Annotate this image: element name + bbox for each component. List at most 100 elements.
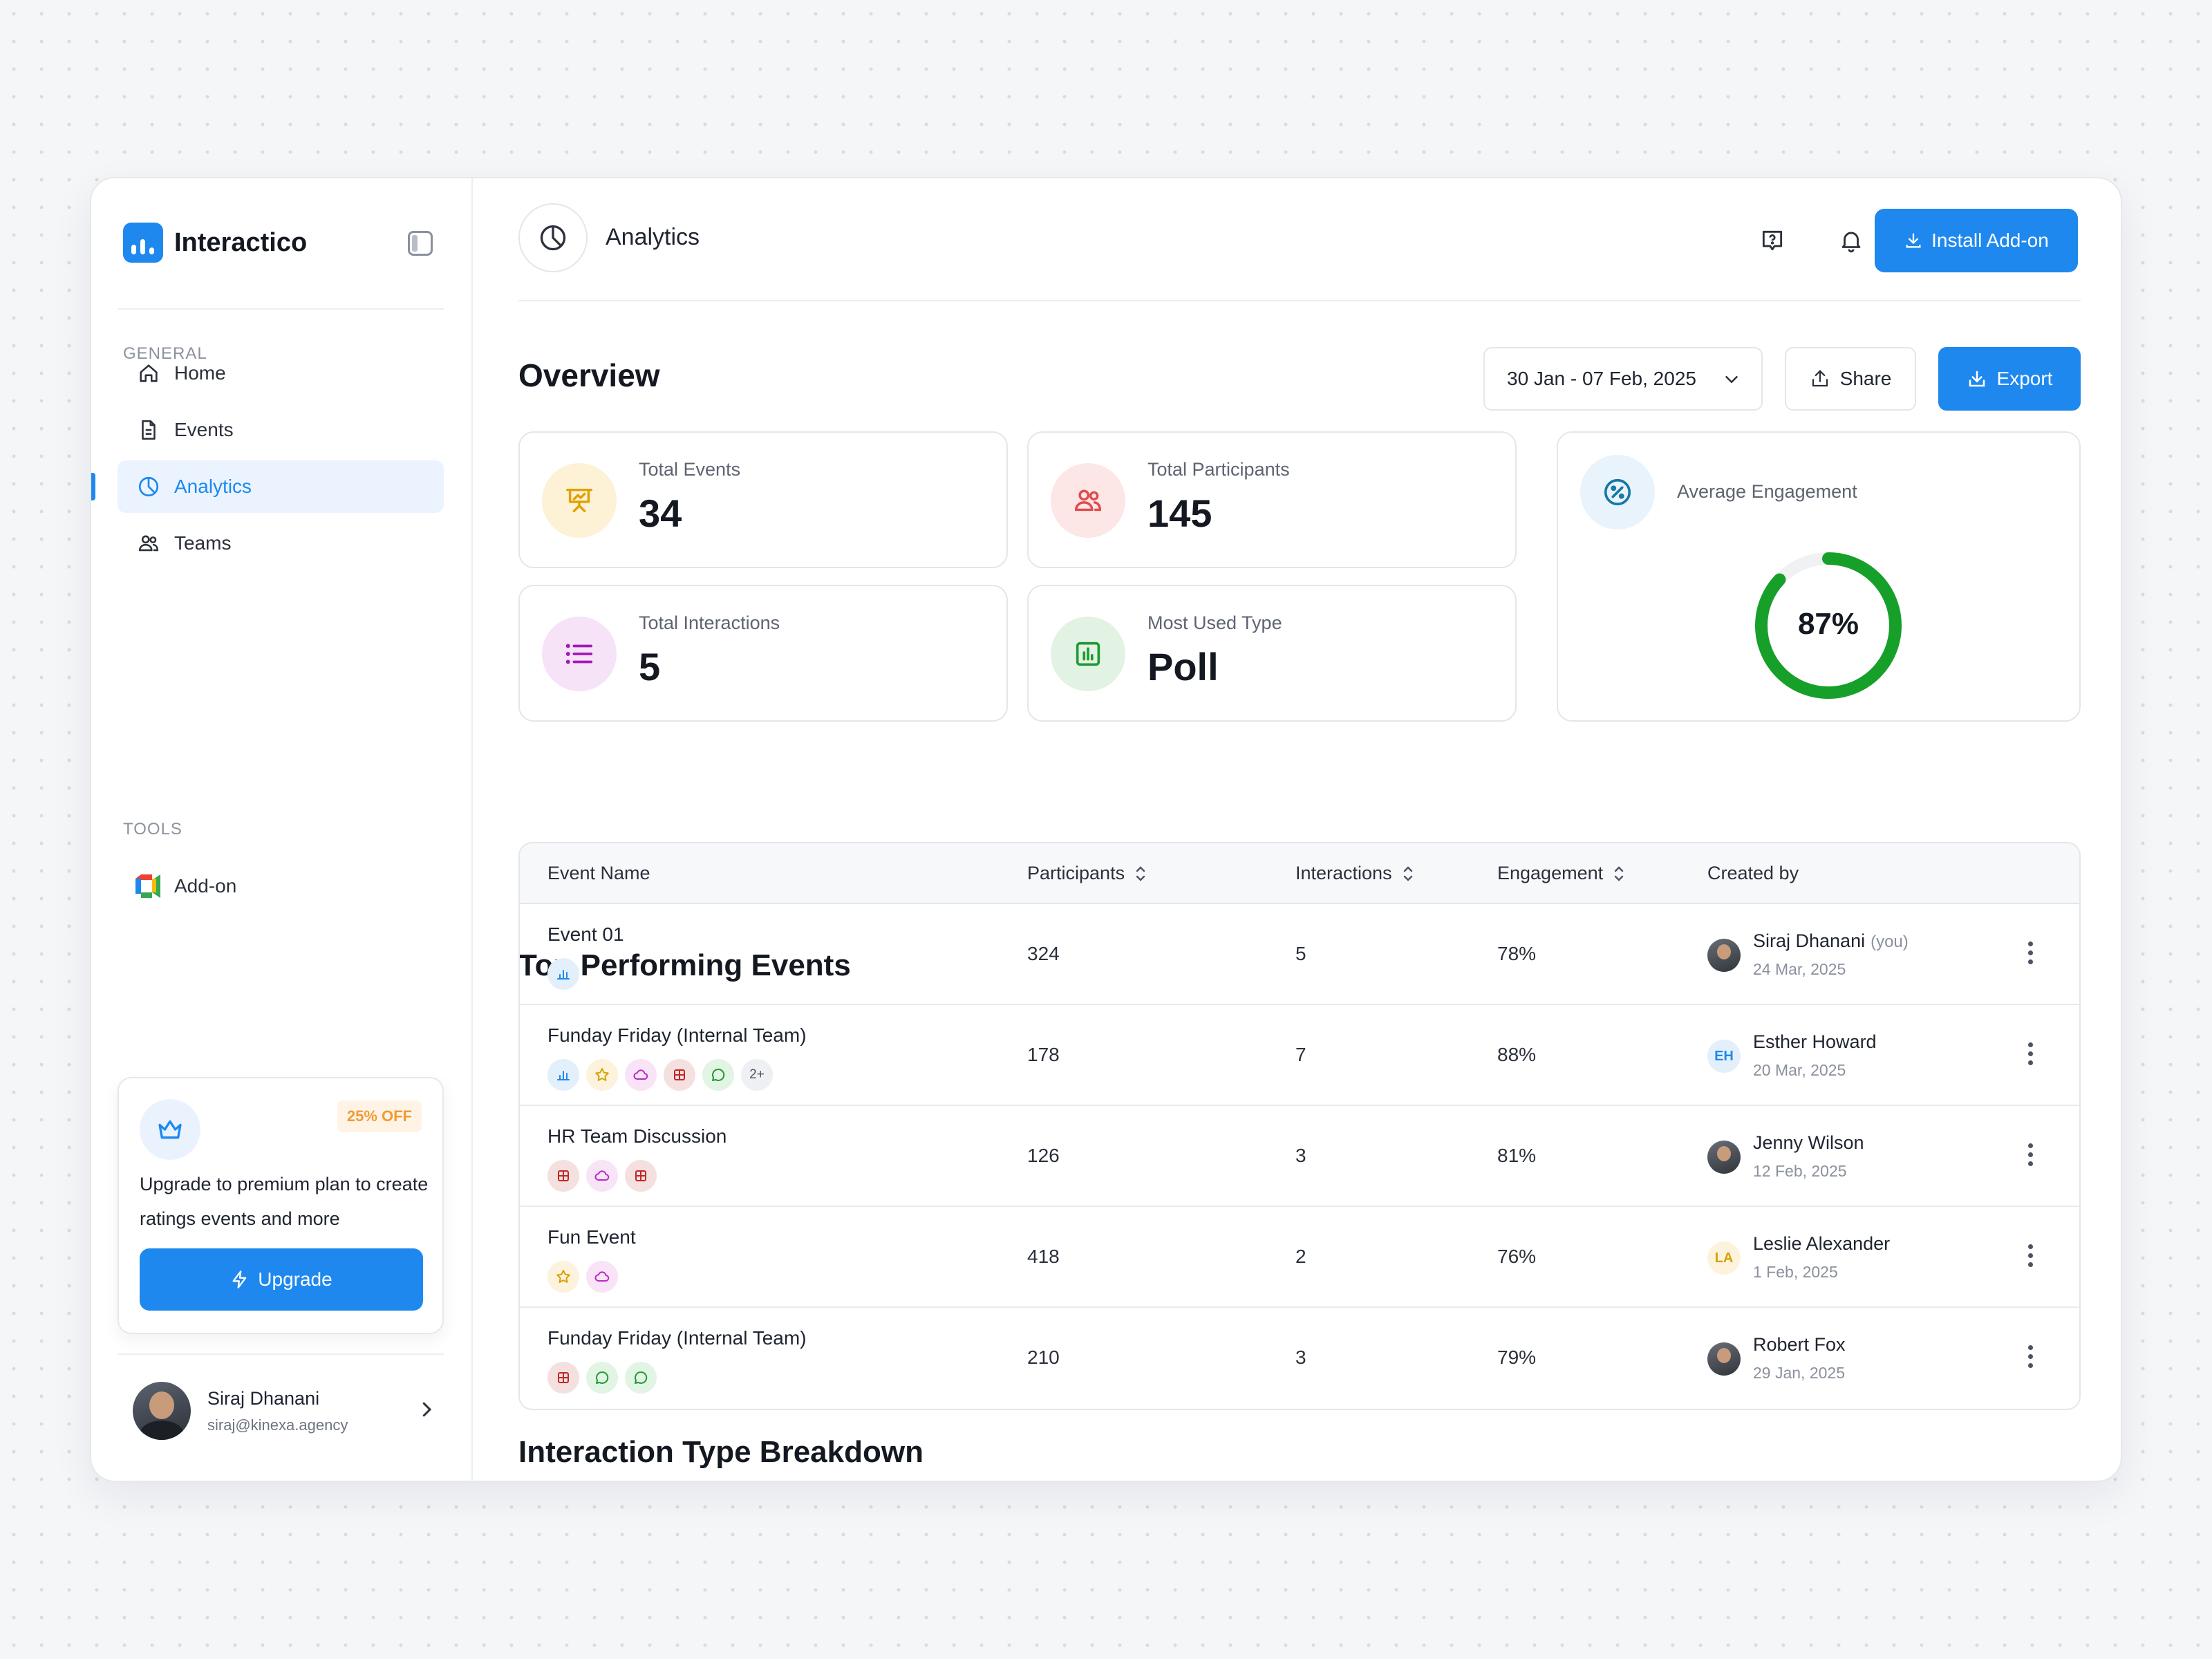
interaction-types bbox=[547, 1362, 657, 1394]
created-date: 20 Mar, 2025 bbox=[1753, 1061, 1846, 1079]
header-divider bbox=[518, 300, 2081, 301]
table-row[interactable]: HR Team Discussion 126 3 81% Jenny Wilson 12 … bbox=[520, 1106, 2079, 1207]
meet-addon-icon bbox=[135, 873, 162, 899]
creator-name: Siraj Dhanani bbox=[1753, 930, 1866, 951]
avatar: EH bbox=[1707, 1040, 1741, 1073]
main-content: Analytics Install Add-on Overview 30 Jan… bbox=[473, 178, 2121, 1481]
more-vertical-icon[interactable] bbox=[2028, 1244, 2034, 1272]
sidebar-collapse-icon[interactable] bbox=[408, 231, 433, 256]
more-vertical-icon[interactable] bbox=[2028, 1345, 2034, 1373]
more-vertical-icon[interactable] bbox=[2028, 1143, 2034, 1171]
table-row[interactable]: Fun Event 418 2 76% LA Leslie Alexander 1 Feb,… bbox=[520, 1207, 2079, 1308]
crown-icon bbox=[140, 1099, 200, 1160]
stat-label: Total Events bbox=[639, 459, 741, 480]
sidebar-item-analytics[interactable]: Analytics bbox=[118, 460, 444, 513]
user-profile[interactable]: Siraj Dhanani siraj@kinexa.agency bbox=[133, 1380, 437, 1442]
event-name[interactable]: Funday Friday (Internal Team) bbox=[547, 1024, 807, 1046]
interaction-types bbox=[547, 1160, 657, 1192]
more-vertical-icon[interactable] bbox=[2028, 941, 2034, 969]
stat-value: 5 bbox=[639, 645, 661, 688]
sort-icon bbox=[1136, 865, 1145, 881]
sort-icon bbox=[1614, 865, 1624, 881]
stat-card-total-participants: Total Participants 145 bbox=[1027, 431, 1517, 568]
avatar bbox=[133, 1382, 191, 1440]
creator-name: Leslie Alexander bbox=[1753, 1233, 1891, 1254]
install-add-on-button[interactable]: Install Add-on bbox=[1875, 209, 2078, 272]
column-header-event-name: Event Name bbox=[547, 863, 650, 883]
export-button[interactable]: Export bbox=[1938, 347, 2081, 411]
engagement-label: Average Engagement bbox=[1677, 481, 1857, 502]
chevron-down-icon bbox=[1721, 369, 1742, 395]
cloud-icon bbox=[586, 1160, 618, 1192]
user-name: Siraj Dhanani bbox=[207, 1387, 320, 1409]
export-label: Export bbox=[1996, 368, 2053, 389]
list-icon bbox=[542, 617, 617, 691]
event-name[interactable]: Funday Friday (Internal Team) bbox=[547, 1327, 807, 1349]
poll-icon bbox=[547, 1059, 579, 1091]
cloud-icon bbox=[625, 1059, 657, 1091]
date-range-picker[interactable]: 30 Jan - 07 Feb, 2025 bbox=[1483, 347, 1763, 411]
quiz-icon bbox=[547, 1160, 579, 1192]
table-row[interactable]: Funday Friday (Internal Team) 210 3 79% Robe… bbox=[520, 1308, 2079, 1409]
table-row[interactable]: Funday Friday (Internal Team) 2+ 178 7 88% EH… bbox=[520, 1005, 2079, 1106]
stat-label: Total Interactions bbox=[639, 612, 780, 633]
creator: Siraj Dhanani (you) 24 Mar, 2025 bbox=[1707, 930, 1909, 979]
interaction-types: 2+ bbox=[547, 1059, 773, 1091]
share-icon bbox=[1812, 370, 1828, 387]
help-icon[interactable] bbox=[1759, 227, 1786, 254]
app-name: Interactico bbox=[174, 227, 308, 257]
column-header-interactions[interactable]: Interactions bbox=[1295, 863, 1416, 884]
sidebar-item-label: Teams bbox=[174, 532, 232, 554]
quiz-icon bbox=[664, 1059, 695, 1091]
event-name[interactable]: HR Team Discussion bbox=[547, 1125, 727, 1147]
participants-cell: 324 bbox=[1027, 943, 1060, 964]
you-label: (you) bbox=[1871, 932, 1909, 951]
event-name[interactable]: Event 01 bbox=[547, 924, 624, 945]
sidebar-item-events[interactable]: Events bbox=[118, 404, 444, 456]
stat-value: Poll bbox=[1147, 645, 1219, 688]
participants-cell: 178 bbox=[1027, 1044, 1060, 1065]
sidebar-item-add-on[interactable]: Add-on bbox=[118, 860, 444, 912]
participants-cell: 210 bbox=[1027, 1347, 1060, 1368]
section-label-general: GENERAL bbox=[123, 344, 207, 363]
sort-icon bbox=[1403, 865, 1412, 881]
logo[interactable]: Interactico bbox=[123, 223, 441, 263]
sidebar-item-teams[interactable]: Teams bbox=[118, 517, 444, 570]
chat-icon bbox=[702, 1059, 734, 1091]
stat-label: Total Participants bbox=[1147, 459, 1290, 480]
download-icon bbox=[1969, 371, 1985, 387]
home-icon bbox=[135, 360, 162, 386]
logo-icon bbox=[123, 223, 163, 263]
engagement-value: 87% bbox=[1797, 607, 1859, 641]
bell-icon[interactable] bbox=[1837, 227, 1865, 254]
more-types-badge: 2+ bbox=[741, 1059, 773, 1091]
more-vertical-icon[interactable] bbox=[2028, 1042, 2034, 1070]
poll-icon bbox=[547, 958, 579, 990]
column-header-created-by: Created by bbox=[1707, 863, 1799, 883]
table-header: Event Name Participants Interactions Eng… bbox=[520, 843, 2079, 904]
sidebar-item-home[interactable]: Home bbox=[118, 347, 444, 400]
sidebar-divider bbox=[118, 1353, 444, 1355]
column-header-engagement[interactable]: Engagement bbox=[1497, 863, 1627, 884]
interaction-types bbox=[547, 958, 579, 990]
creator-name: Esther Howard bbox=[1753, 1031, 1877, 1052]
sidebar: Interactico GENERAL Home Events Analytics T… bbox=[91, 178, 473, 1481]
share-button[interactable]: Share bbox=[1785, 347, 1916, 411]
percent-icon bbox=[1580, 455, 1655, 529]
upgrade-label: Upgrade bbox=[258, 1268, 332, 1290]
stat-label: Most Used Type bbox=[1147, 612, 1282, 633]
column-header-participants[interactable]: Participants bbox=[1027, 863, 1148, 884]
upgrade-button[interactable]: Upgrade bbox=[140, 1248, 423, 1311]
document-icon bbox=[135, 417, 162, 443]
user-email: siraj@kinexa.agency bbox=[207, 1416, 348, 1434]
event-name[interactable]: Fun Event bbox=[547, 1226, 636, 1248]
avatar bbox=[1707, 1141, 1741, 1174]
chevron-right-icon bbox=[416, 1399, 437, 1423]
quiz-icon bbox=[547, 1362, 579, 1394]
created-date: 12 Feb, 2025 bbox=[1753, 1162, 1847, 1180]
avatar bbox=[1707, 1342, 1741, 1376]
promo-text: Upgrade to premium plan to create rating… bbox=[140, 1174, 429, 1229]
table-row[interactable]: Event 01 324 5 78% Siraj Dhanani (you) 24 Mar,… bbox=[520, 904, 2079, 1005]
app-window: Interactico GENERAL Home Events Analytics T… bbox=[90, 177, 2122, 1482]
interactions-cell: 7 bbox=[1295, 1044, 1306, 1065]
